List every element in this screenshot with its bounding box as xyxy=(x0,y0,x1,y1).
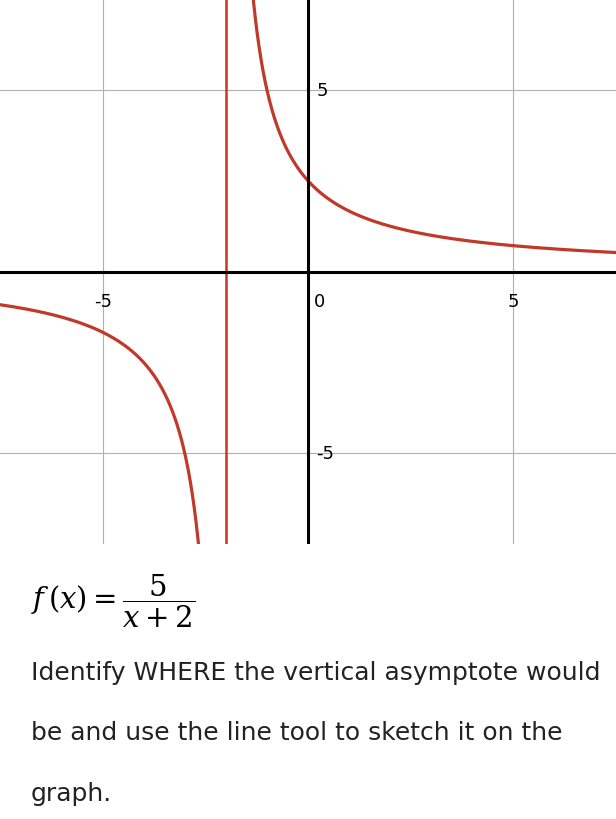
Text: Identify WHERE the vertical asymptote would: Identify WHERE the vertical asymptote wo… xyxy=(31,660,601,684)
Text: $f\,(x) = \dfrac{5}{x + 2}$: $f\,(x) = \dfrac{5}{x + 2}$ xyxy=(31,572,195,629)
Text: 0: 0 xyxy=(314,292,325,310)
Text: 5: 5 xyxy=(316,82,328,100)
Text: 5: 5 xyxy=(508,292,519,310)
Text: -5: -5 xyxy=(94,292,111,310)
Text: graph.: graph. xyxy=(31,781,112,804)
Text: -5: -5 xyxy=(316,445,334,463)
Text: be and use the line tool to sketch it on the: be and use the line tool to sketch it on… xyxy=(31,720,562,744)
